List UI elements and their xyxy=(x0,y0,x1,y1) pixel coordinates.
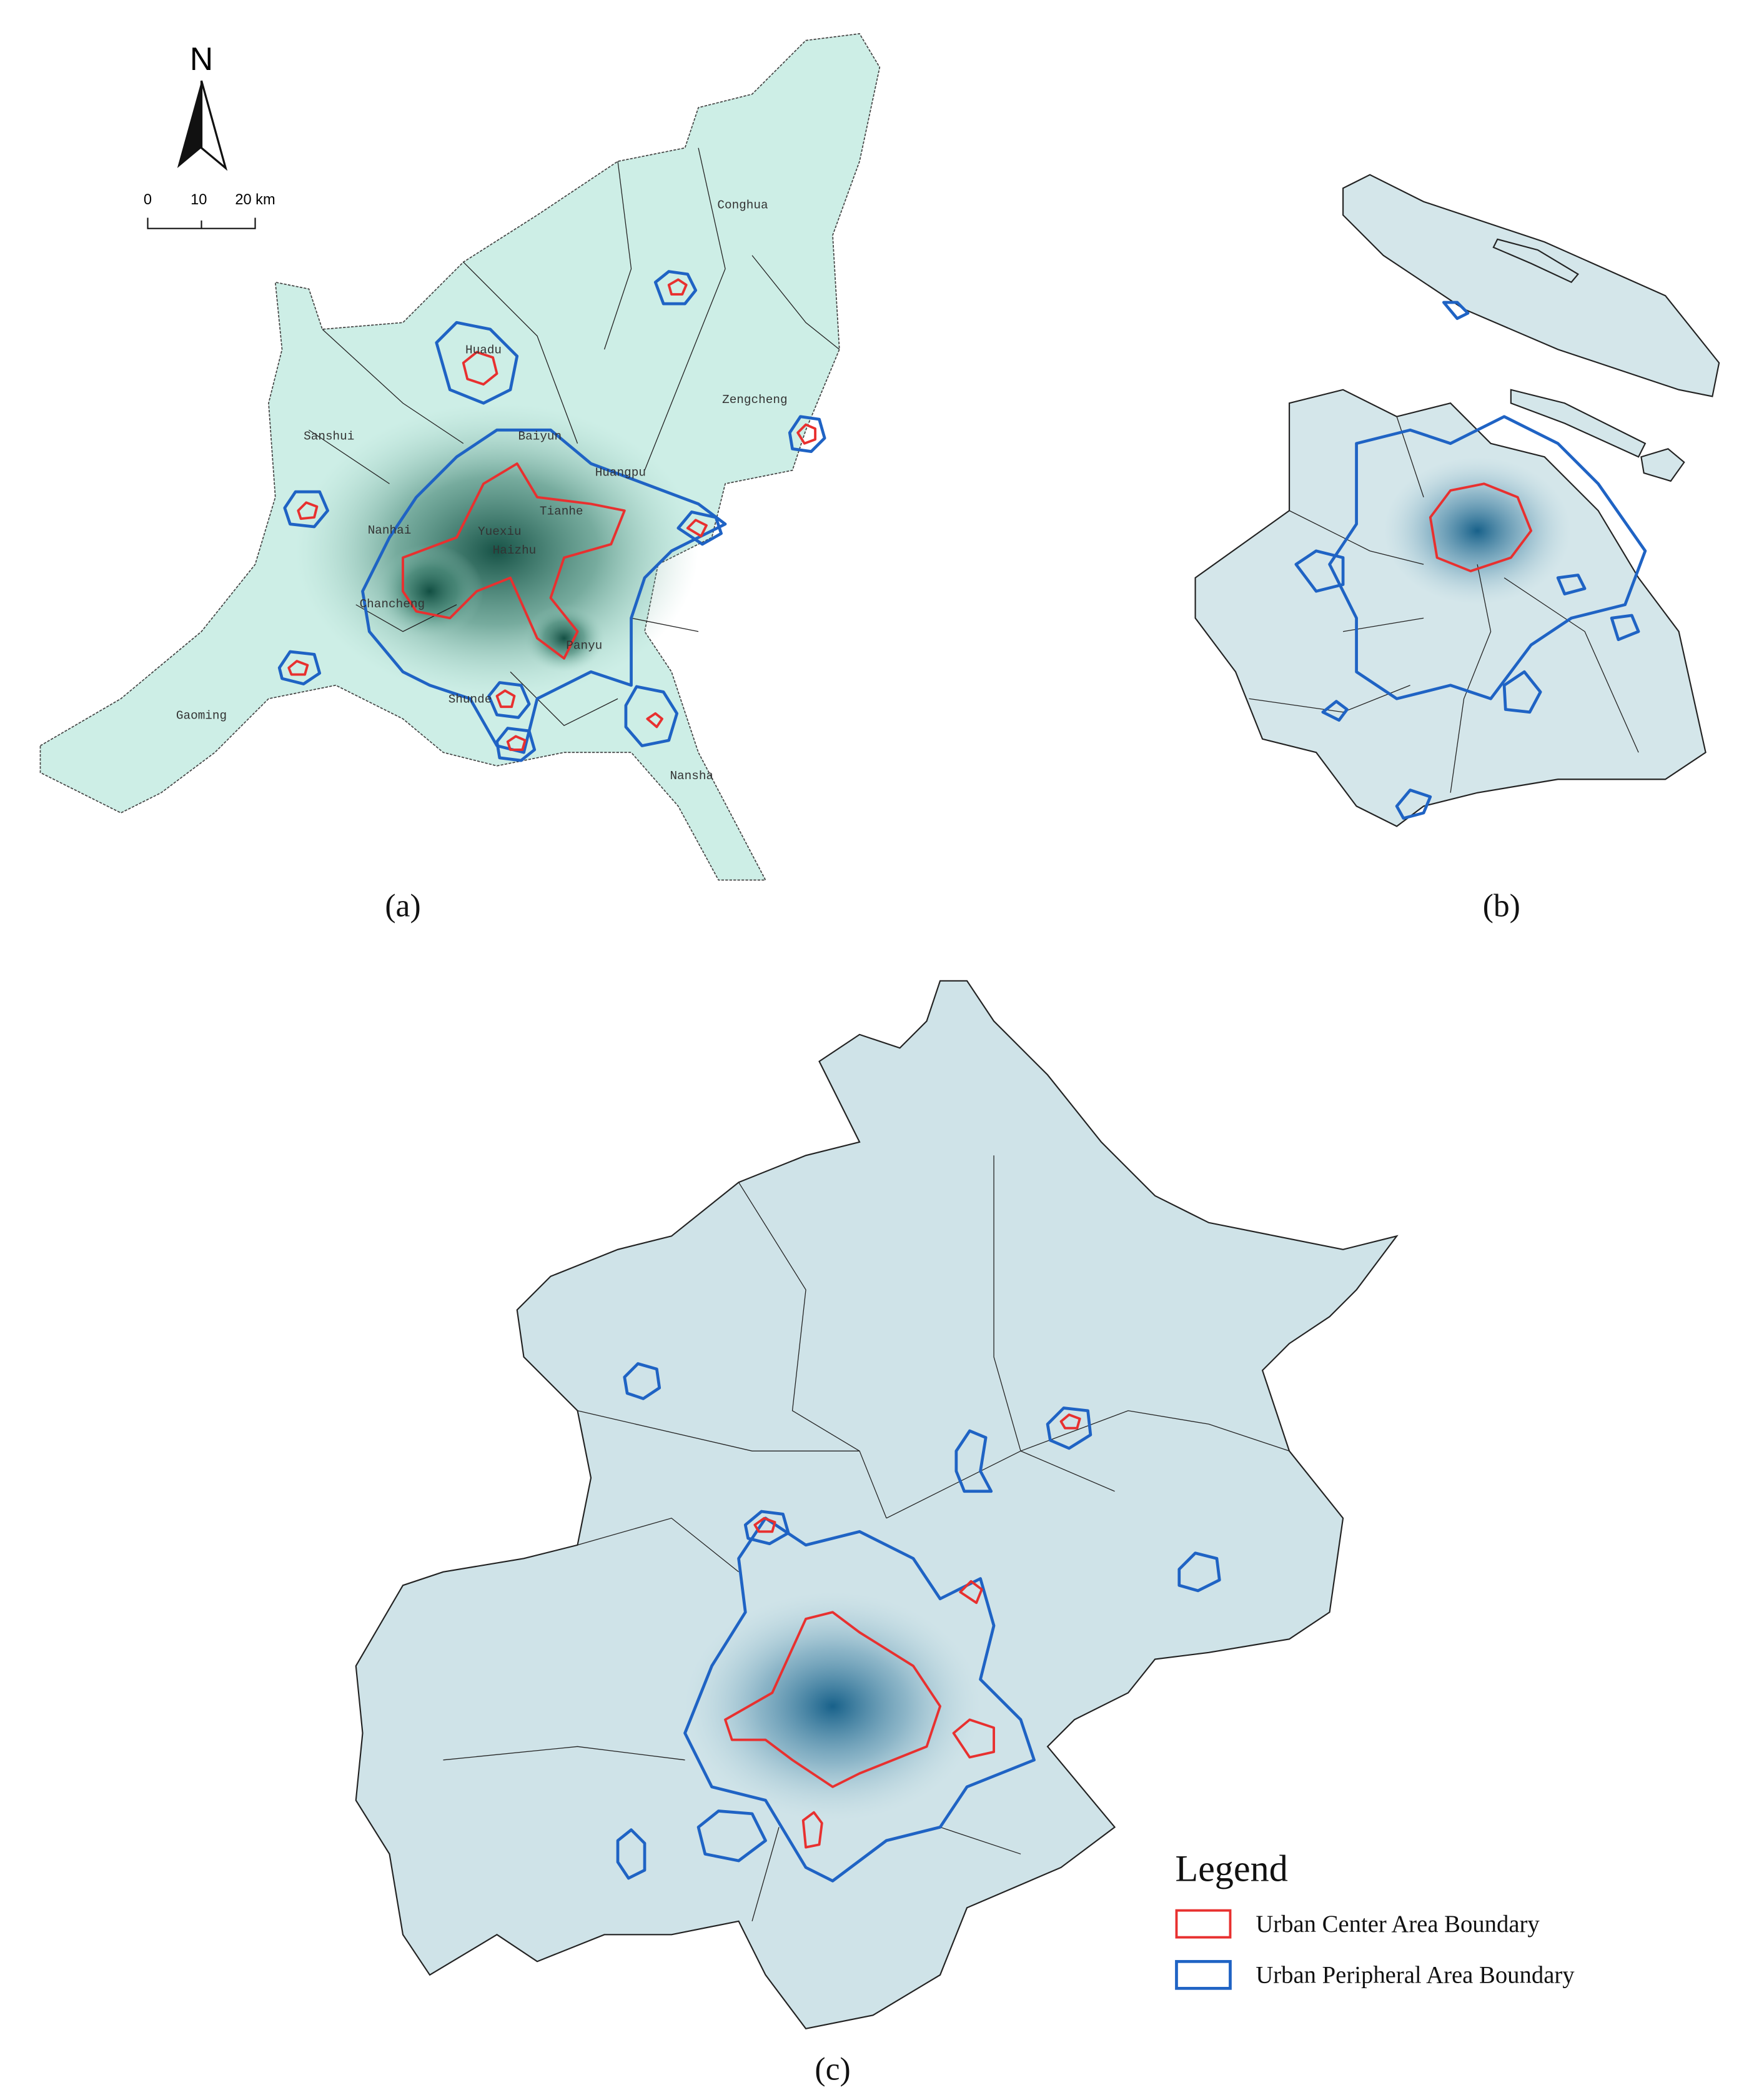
center-boundary xyxy=(796,423,817,445)
place-label: Sanshui xyxy=(304,429,354,443)
center-boundary xyxy=(801,1811,823,1849)
peripheral-boundary xyxy=(1046,1406,1093,1450)
peripheral-boundary xyxy=(1442,301,1470,321)
panel-caption: (c) xyxy=(815,2052,850,2088)
peripheral-boundary xyxy=(624,685,679,747)
scale-label: 0 xyxy=(144,192,152,208)
place-label: Conghua xyxy=(717,198,768,212)
legend-label: Urban Center Area Boundary xyxy=(1256,1911,1540,1938)
peripheral-boundary xyxy=(954,1429,993,1493)
map-b: (b) xyxy=(1194,174,1720,924)
island xyxy=(1510,389,1647,458)
scale-label: 10 xyxy=(191,192,207,208)
center-boundary xyxy=(506,735,527,751)
center-boundary xyxy=(297,501,319,520)
arrow-right xyxy=(200,80,228,171)
panel-caption: (a) xyxy=(385,888,420,924)
peripheral-boundary xyxy=(495,727,537,762)
center-boundary xyxy=(1059,1413,1081,1430)
scale-bar: 0 10 20 km xyxy=(144,192,275,229)
center-boundary xyxy=(753,1516,776,1533)
place-label: Tianhe xyxy=(540,505,583,519)
density xyxy=(685,1592,981,1821)
map-c: (c) xyxy=(355,980,1399,2088)
peripheral-boundary xyxy=(696,1809,767,1863)
place-label: Nanhai xyxy=(368,524,412,537)
scale-line xyxy=(147,217,256,229)
peripheral-boundary xyxy=(1177,1551,1221,1593)
island xyxy=(1342,174,1720,397)
peripheral-boundary xyxy=(1556,574,1587,595)
region-outline xyxy=(355,980,1399,2030)
place-labels: Conghua Huadu Zengcheng Sanshui Baiyun H… xyxy=(176,198,788,783)
peripheral-boundary xyxy=(676,510,723,546)
satellite-areas xyxy=(277,270,826,762)
place-label: Gaoming xyxy=(176,709,227,723)
legend-title: Legend xyxy=(1175,1848,1287,1889)
peripheral-boundary xyxy=(1610,614,1640,642)
center-boundary xyxy=(1429,482,1533,572)
peripheral-boundary xyxy=(1502,670,1542,714)
center-boundary xyxy=(959,1580,983,1605)
place-label: Shunde xyxy=(448,693,492,707)
peripheral-boundary xyxy=(623,1362,661,1400)
density xyxy=(376,544,484,639)
place-label: Panyu xyxy=(566,639,602,653)
place-label: Baiyun xyxy=(518,429,562,443)
legend-swatch xyxy=(1175,1959,1232,1990)
place-label: Chancheng xyxy=(360,597,425,611)
center-boundary xyxy=(952,1718,995,1759)
island xyxy=(1492,238,1579,284)
peripheral-boundary xyxy=(683,1516,1036,1883)
place-label: Nansha xyxy=(670,769,713,783)
peripheral-boundary xyxy=(1321,700,1349,722)
panel-caption: (b) xyxy=(1483,888,1520,924)
north-arrow: N xyxy=(177,41,228,171)
peripheral-boundary xyxy=(653,270,698,306)
peripheral-boundary xyxy=(361,428,727,754)
satellite-areas xyxy=(616,1362,1221,1880)
place-label: Huangpu xyxy=(595,465,646,479)
place-label: Zengcheng xyxy=(722,393,787,407)
center-boundary xyxy=(287,660,309,676)
legend-label: Urban Peripheral Area Boundary xyxy=(1256,1963,1575,1989)
peripheral-boundary xyxy=(1328,415,1647,700)
peripheral-boundary xyxy=(743,1510,790,1546)
center-boundary xyxy=(667,278,688,296)
center-boundary xyxy=(402,462,626,660)
district-lines xyxy=(309,147,840,727)
scale-label: 20 km xyxy=(235,192,275,208)
arrow-left xyxy=(177,81,202,168)
peripheral-boundary xyxy=(1395,789,1432,820)
place-label: Yuexiu xyxy=(478,525,522,539)
place-label: Haizhu xyxy=(493,544,537,557)
center-boundary xyxy=(646,712,663,729)
peripheral-boundary xyxy=(277,650,322,685)
map-a: Conghua Huadu Zengcheng Sanshui Baiyun H… xyxy=(39,33,881,924)
peripheral-boundary xyxy=(788,415,826,454)
island xyxy=(1640,448,1685,482)
legend-swatch xyxy=(1175,1909,1232,1939)
peripheral-boundary xyxy=(435,321,519,405)
district-lines xyxy=(443,1155,1290,1922)
density xyxy=(523,604,605,672)
peripheral-boundary xyxy=(1294,549,1345,593)
center-boundary xyxy=(724,1611,941,1788)
north-label: N xyxy=(190,41,213,77)
legend: Legend Urban Center Area Boundary Urban … xyxy=(1175,1848,1575,1990)
center-boundary xyxy=(686,519,708,538)
peripheral-boundary xyxy=(616,1828,647,1880)
center-boundary xyxy=(462,351,498,386)
center-boundary xyxy=(495,689,516,709)
peripheral-boundary xyxy=(283,490,329,529)
density xyxy=(1383,457,1572,605)
place-label: Huadu xyxy=(465,344,502,357)
peripheral-boundary xyxy=(487,681,531,719)
mainland xyxy=(1194,389,1707,827)
district-lines xyxy=(1249,416,1639,793)
